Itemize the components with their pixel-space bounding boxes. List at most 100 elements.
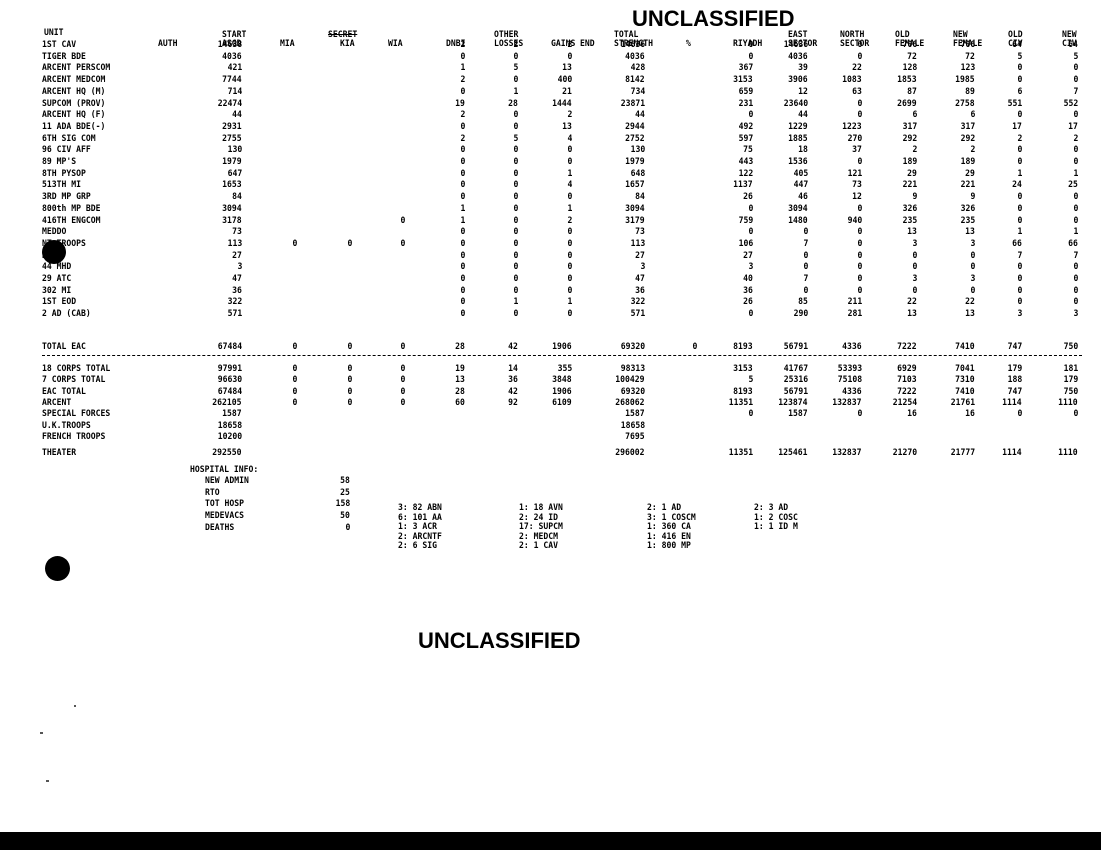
table-cell: 0 bbox=[460, 227, 465, 238]
hospital-title: HOSPITAL INFO: bbox=[190, 465, 259, 475]
table-cell: 2 bbox=[912, 145, 917, 156]
unit-count: 2: 3 AD bbox=[754, 503, 789, 513]
table-cell: 27 bbox=[743, 250, 753, 261]
table-cell: 0 bbox=[1073, 75, 1078, 86]
column-header: OLD bbox=[1008, 30, 1023, 40]
table-cell: 0 bbox=[857, 250, 862, 261]
unit-name: 18 CORPS TOTAL bbox=[42, 364, 111, 374]
unit-count: 3: 82 ABN bbox=[398, 503, 442, 513]
table-cell: 13 bbox=[562, 63, 572, 74]
table-cell: 0 bbox=[1073, 192, 1078, 203]
table-cell: 3153 bbox=[733, 75, 753, 86]
unit-name: 800th MP BDE bbox=[42, 203, 101, 214]
table-cell: 1480 bbox=[788, 215, 808, 226]
table-cell: 6 bbox=[970, 110, 975, 121]
table-cell: 281 bbox=[847, 309, 862, 320]
table-cell: 0 bbox=[513, 274, 518, 284]
table-cell: 0 bbox=[513, 250, 518, 261]
table-cell: 0 bbox=[400, 238, 405, 249]
hospital-value: 58 bbox=[340, 476, 350, 486]
table-cell: 56791 bbox=[783, 386, 808, 397]
column-header: MIA bbox=[280, 39, 295, 49]
table-cell: 21761 bbox=[950, 397, 975, 408]
unit-name: 7 CORPS TOTAL bbox=[42, 375, 106, 386]
table-cell: 0 bbox=[513, 192, 518, 203]
table-cell: 36 bbox=[508, 375, 518, 386]
table-cell: 0 bbox=[460, 51, 465, 62]
table-cell: 66 bbox=[1012, 238, 1022, 249]
table-cell: 0 bbox=[567, 285, 572, 296]
column-header: OTHER bbox=[494, 30, 519, 40]
table-cell: 0 bbox=[347, 364, 352, 374]
punch-hole bbox=[42, 240, 66, 264]
column-header: STRENGTH bbox=[614, 39, 654, 49]
table-cell: 0 bbox=[400, 397, 405, 408]
table-cell: 12 bbox=[852, 192, 862, 203]
unit-name: 3RD MP GRP bbox=[42, 192, 91, 203]
table-cell: 268062 bbox=[615, 397, 645, 408]
table-cell: 11351 bbox=[728, 448, 753, 459]
table-cell: 189 bbox=[960, 157, 975, 167]
table-cell: 2755 bbox=[222, 133, 242, 144]
hospital-label: NEW ADMIN bbox=[205, 476, 249, 486]
unit-name: EAC TOTAL bbox=[42, 386, 86, 397]
unit-name: 302 MI bbox=[42, 285, 72, 296]
table-cell: 296002 bbox=[615, 448, 645, 459]
unit-count: 1: 416 EN bbox=[647, 531, 691, 542]
table-cell: 1 bbox=[460, 63, 465, 74]
table-cell: 1 bbox=[567, 168, 572, 179]
column-header: START bbox=[222, 30, 247, 40]
table-cell: 0 bbox=[460, 250, 465, 261]
table-cell: 1229 bbox=[788, 121, 808, 132]
table-cell: 22 bbox=[852, 63, 862, 74]
column-header: ASGD bbox=[222, 39, 242, 49]
table-cell: 17 bbox=[1012, 121, 1022, 132]
table-cell: 747 bbox=[1007, 386, 1022, 397]
table-cell: 4036 bbox=[788, 51, 808, 62]
table-cell: 66 bbox=[1068, 238, 1078, 249]
table-cell: 12 bbox=[798, 86, 808, 97]
table-cell: 188 bbox=[1007, 375, 1022, 386]
table-cell: 1110 bbox=[1058, 448, 1078, 459]
table-cell: 659 bbox=[738, 86, 753, 97]
table-cell: 0 bbox=[1017, 215, 1022, 226]
unit-name: 89 MP'S bbox=[42, 157, 77, 167]
table-cell: 0 bbox=[803, 262, 808, 273]
table-cell: 0 bbox=[1073, 297, 1078, 308]
table-cell: 2 bbox=[460, 40, 465, 50]
table-cell: 400 bbox=[557, 75, 572, 86]
table-cell: 47 bbox=[232, 274, 242, 284]
table-cell: 0 bbox=[400, 215, 405, 226]
table-cell: 28 bbox=[455, 386, 465, 397]
hospital-label: RTO bbox=[205, 487, 220, 498]
table-cell: 0 bbox=[1073, 157, 1078, 167]
table-cell: 67484 bbox=[217, 342, 242, 352]
unit-name: FRENCH TROOPS bbox=[42, 431, 106, 442]
table-cell: 0 bbox=[748, 203, 753, 214]
table-cell: 714 bbox=[227, 86, 242, 97]
table-cell: 1114 bbox=[1002, 448, 1022, 459]
hospital-label: TOT HOSP bbox=[205, 499, 245, 510]
table-cell: 0 bbox=[748, 309, 753, 320]
table-cell: 0 bbox=[460, 274, 465, 284]
table-cell: 92 bbox=[508, 397, 518, 408]
table-cell: 6 bbox=[912, 110, 917, 121]
table-cell: 706 bbox=[960, 40, 975, 50]
table-cell: 2758 bbox=[955, 98, 975, 109]
table-cell: 0 bbox=[513, 121, 518, 132]
table-cell: 19 bbox=[455, 98, 465, 109]
table-cell: 0 bbox=[567, 227, 572, 238]
table-cell: 1653 bbox=[222, 180, 242, 191]
table-cell: 73 bbox=[852, 180, 862, 191]
table-cell: 10200 bbox=[217, 431, 242, 442]
table-cell: 0 bbox=[460, 297, 465, 308]
table-cell: 0 bbox=[1017, 262, 1022, 273]
table-cell: 747 bbox=[1007, 342, 1022, 352]
table-cell: 1223 bbox=[842, 121, 862, 132]
table-cell: 0 bbox=[857, 110, 862, 121]
table-cell: 0 bbox=[513, 180, 518, 191]
table-cell: 7744 bbox=[222, 75, 242, 86]
table-cell: 0 bbox=[460, 157, 465, 167]
table-cell: 1 bbox=[1017, 168, 1022, 179]
